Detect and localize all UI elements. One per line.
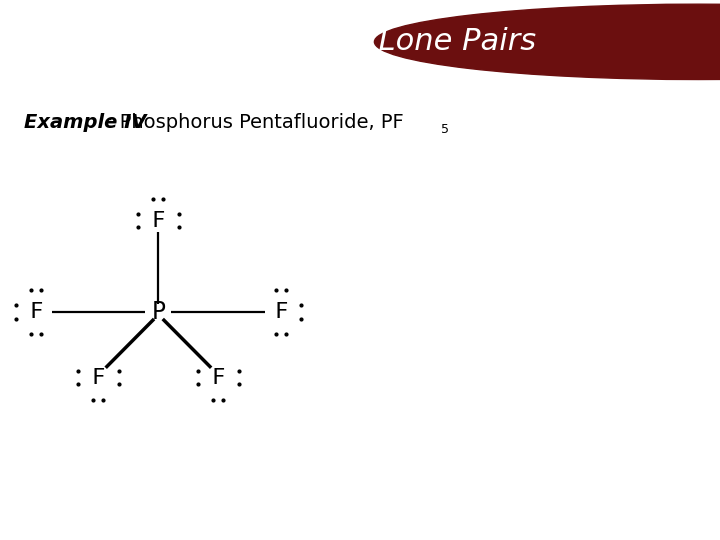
Text: P: P — [151, 300, 166, 324]
Text: Central Atoms with No Lone Pairs: Central Atoms with No Lone Pairs — [25, 28, 536, 56]
Text: 5: 5 — [441, 123, 449, 136]
Text: F: F — [274, 302, 287, 322]
Text: F: F — [152, 211, 165, 231]
Text: Example IV: Example IV — [24, 113, 146, 132]
Text: F: F — [30, 302, 42, 322]
Text: F: F — [212, 368, 225, 388]
Text: F: F — [91, 368, 105, 388]
Circle shape — [374, 4, 720, 79]
Text: : Phosphorus Pentafluoride, PF: : Phosphorus Pentafluoride, PF — [107, 113, 403, 132]
